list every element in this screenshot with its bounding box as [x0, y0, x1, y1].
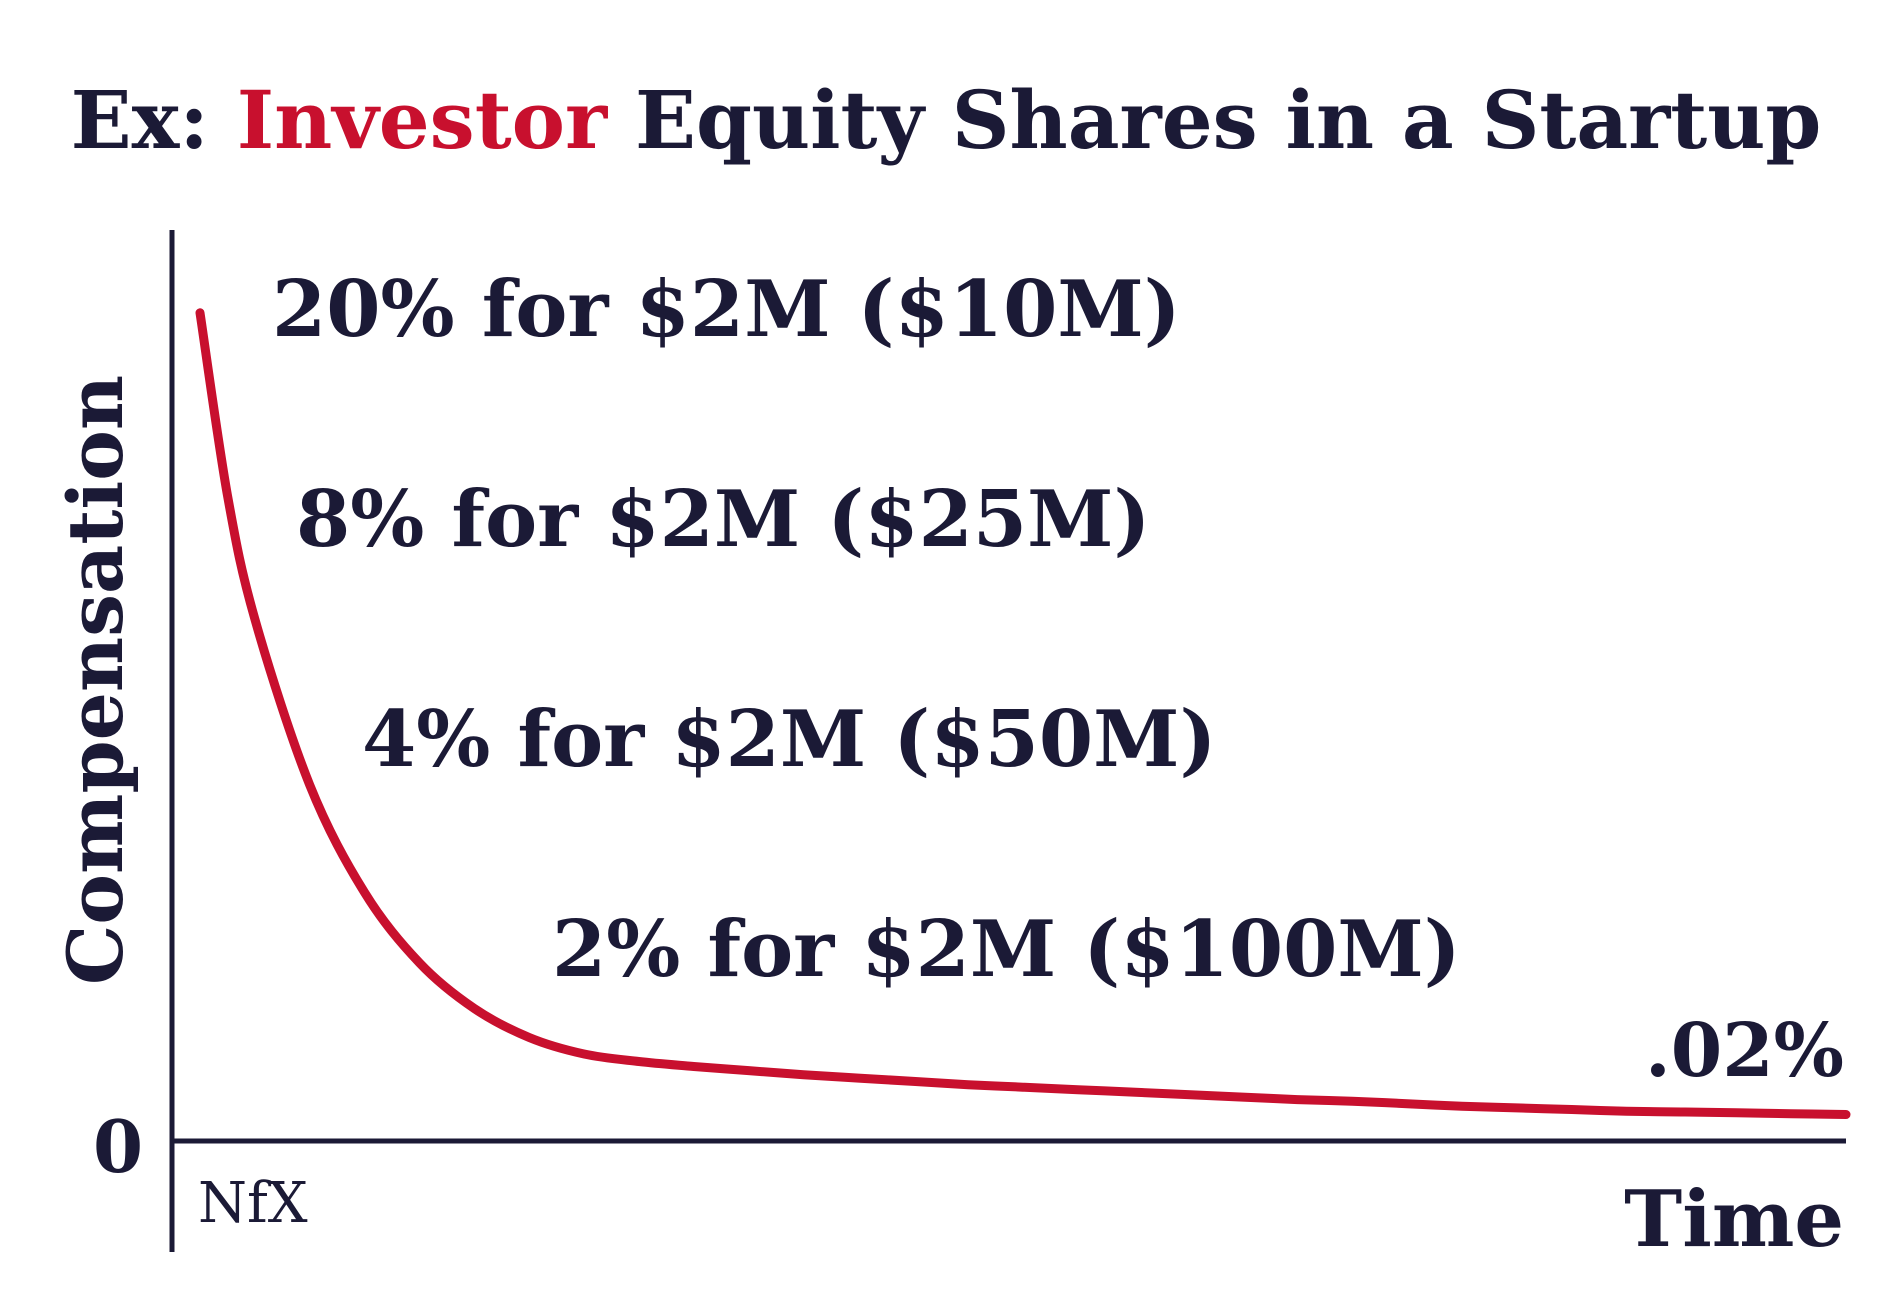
annotation-2: 8% for $2M ($25M): [296, 474, 1150, 565]
x-axis-label: Time: [1624, 1174, 1844, 1265]
annotation-4: 2% for $2M ($100M): [552, 904, 1461, 995]
chart-title: Ex: Investor Equity Shares in a Startup: [71, 73, 1822, 167]
chart-title-prefix: Ex:: [71, 73, 237, 167]
y-axis-label: Compensation: [51, 375, 140, 985]
series-line: [195, 308, 1851, 1119]
annotation-3: 4% for $2M ($50M): [362, 694, 1216, 785]
chart-title-highlight: Investor: [237, 73, 608, 167]
y-zero-label: 0: [93, 1104, 143, 1189]
annotation-5: .02%: [1645, 1008, 1844, 1094]
annotation-1: 20% for $2M ($10M): [272, 264, 1181, 355]
chart-title-suffix: Equity Shares in a Startup: [607, 73, 1821, 167]
nfx-logo: NfX: [198, 1171, 308, 1236]
